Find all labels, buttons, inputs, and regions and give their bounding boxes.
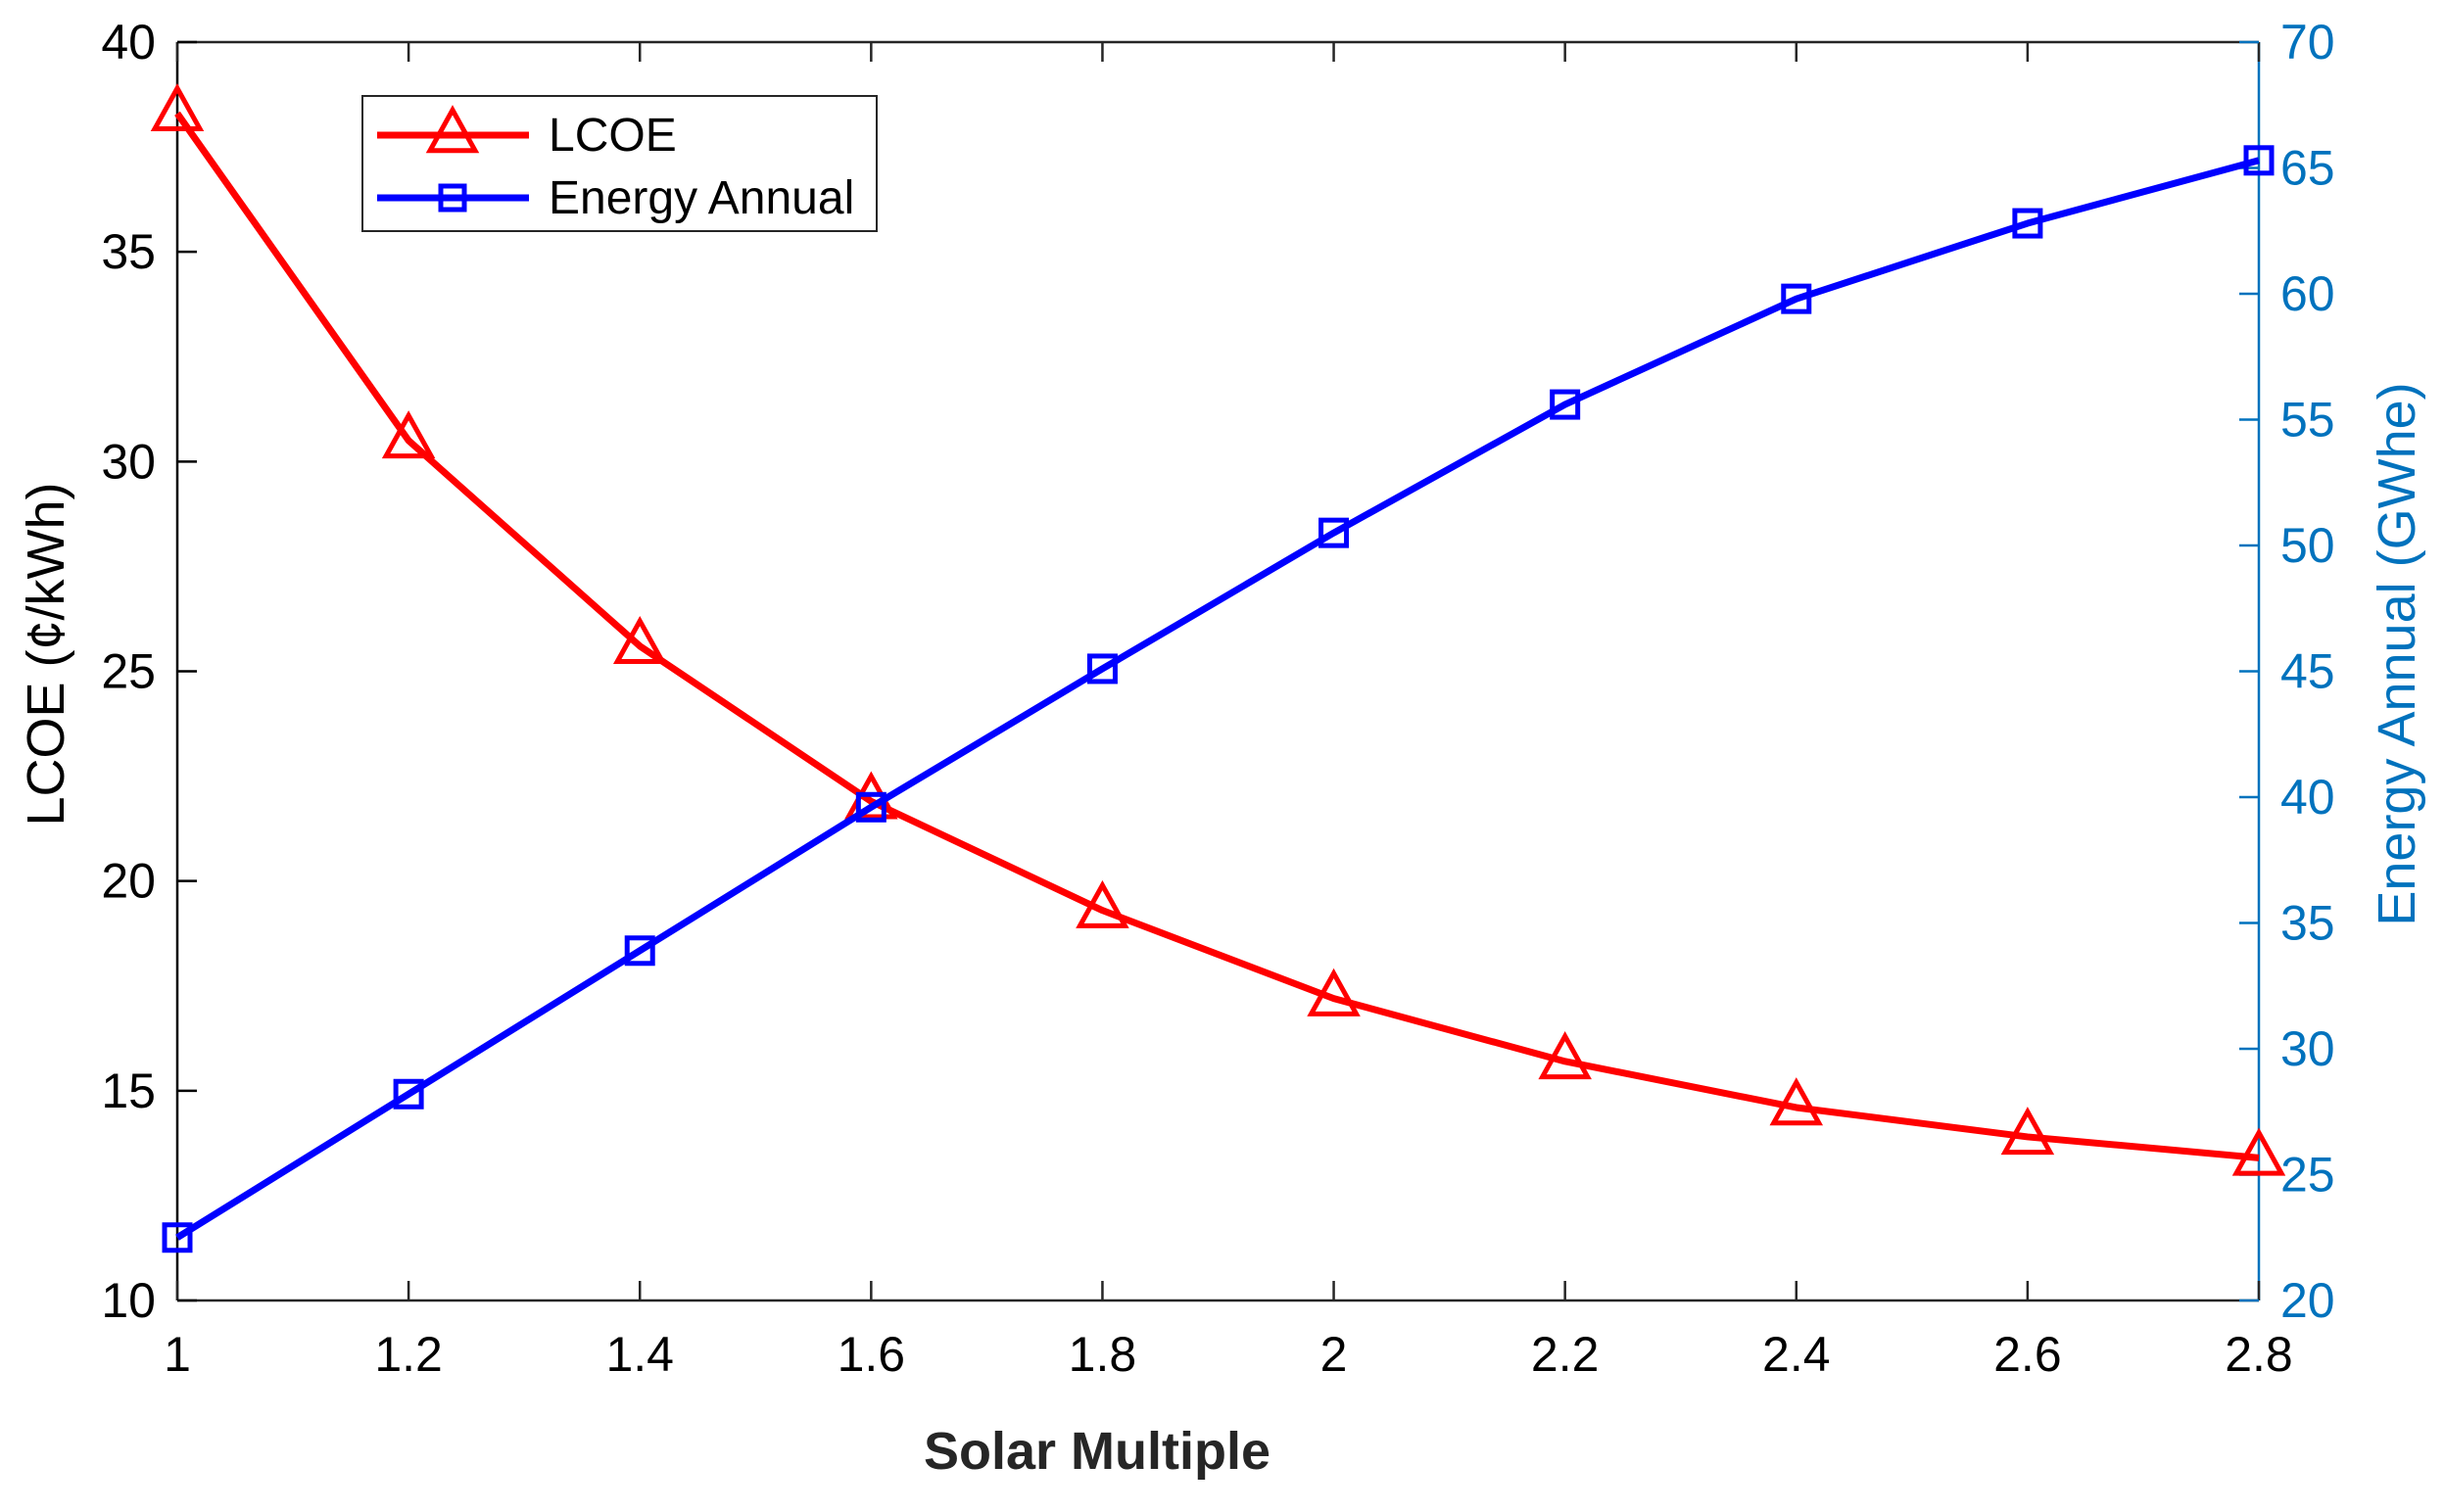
- y-right-tick-label: 40: [2280, 770, 2335, 825]
- lcoe-point-marker: [1769, 1077, 1824, 1126]
- energy-point-marker: [1086, 653, 1118, 685]
- y-left-tick-label: 35: [101, 224, 156, 279]
- x-tick-label: 1.4: [605, 1327, 674, 1382]
- y-axis-left-label: LCOE (¢/kWh): [17, 482, 75, 826]
- lcoe-point-marker: [1538, 1031, 1592, 1080]
- legend-square-marker-icon: [438, 183, 467, 213]
- y-left-tick-label: 30: [101, 434, 156, 489]
- y-left-tick-label: 10: [101, 1273, 156, 1328]
- y-right-tick-label: 60: [2280, 266, 2335, 321]
- y-left-tick-label: 25: [101, 644, 156, 699]
- x-tick-label: 1.8: [1069, 1327, 1137, 1382]
- x-tick-label: 2.6: [1993, 1327, 2062, 1382]
- energy-point-marker: [1550, 389, 1581, 420]
- y-right-tick-label: 45: [2280, 644, 2335, 699]
- y-right-tick-label: 70: [2280, 15, 2335, 70]
- y-left-tick-label: 40: [101, 15, 156, 70]
- lcoe-point-marker: [381, 410, 436, 459]
- x-tick-label: 2.8: [2225, 1327, 2293, 1382]
- energy-point-marker: [162, 1222, 193, 1253]
- y-right-tick-label: 25: [2280, 1148, 2335, 1203]
- y-right-tick-label: 50: [2280, 518, 2335, 573]
- energy-point-marker: [1318, 517, 1350, 548]
- y-right-tick-label: 65: [2280, 141, 2335, 196]
- energy-series-line: [175, 157, 2260, 1241]
- x-tick-label: 2.2: [1531, 1327, 1600, 1382]
- x-tick-label: 1.2: [374, 1327, 443, 1382]
- lcoe-point-marker: [1076, 879, 1129, 928]
- lcoe-point-marker: [150, 83, 205, 132]
- legend-triangle-marker-icon: [425, 105, 480, 154]
- y-right-tick-label: 30: [2280, 1021, 2335, 1076]
- energy-point-marker: [2012, 208, 2043, 239]
- y-left-tick-label: 15: [101, 1063, 156, 1118]
- energy-point-marker: [2243, 145, 2275, 176]
- x-tick-label: 2: [1320, 1327, 1348, 1382]
- legend-entry-label: Energy Annual: [549, 172, 854, 224]
- energy-point-marker: [624, 935, 655, 967]
- x-tick-label: 1: [164, 1327, 191, 1382]
- y-right-tick-label: 20: [2280, 1273, 2335, 1328]
- lcoe-series-line: [174, 111, 2260, 1161]
- y-axis-right-label: Energy Annual (GWhe): [2368, 382, 2426, 925]
- lcoe-point-marker: [612, 615, 667, 665]
- lcoe-point-marker: [2000, 1107, 2055, 1156]
- x-tick-label: 2.4: [1762, 1327, 1831, 1382]
- x-axis-label: Solar Multiple: [924, 1422, 1270, 1481]
- energy-point-marker: [393, 1078, 424, 1110]
- y-left-tick-label: 20: [101, 854, 156, 909]
- lcoe-point-marker: [2231, 1127, 2286, 1176]
- x-tick-label: 1.6: [838, 1327, 906, 1382]
- lcoe-point-marker: [1307, 968, 1361, 1016]
- y-right-tick-label: 55: [2280, 393, 2335, 448]
- legend-entry-label: LCOE: [549, 110, 677, 162]
- energy-point-marker: [855, 791, 887, 823]
- energy-point-marker: [1781, 283, 1812, 314]
- y-right-tick-label: 35: [2280, 896, 2335, 951]
